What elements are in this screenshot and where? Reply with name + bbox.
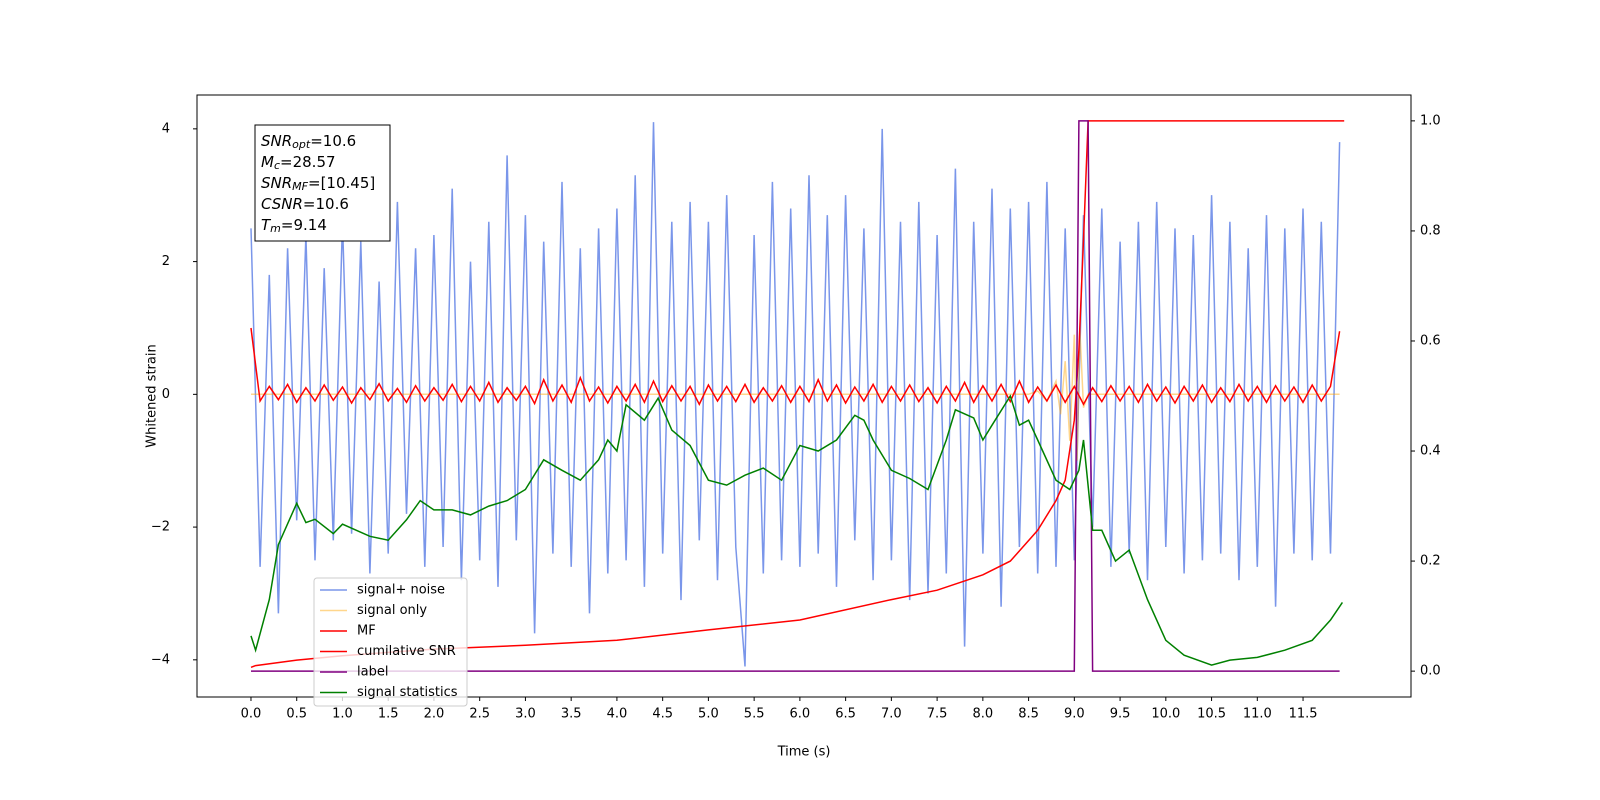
x-tick-label: 5.5 xyxy=(744,707,765,722)
x-tick-label: 1.0 xyxy=(332,707,353,722)
annotation-name: SNR xyxy=(261,174,292,192)
x-tick-label: 10.5 xyxy=(1197,707,1226,722)
x-tick-label: 8.0 xyxy=(973,707,994,722)
y2-tick-label: 0.4 xyxy=(1420,444,1441,459)
legend-label: MF xyxy=(357,624,376,639)
plot-frame xyxy=(196,94,1412,698)
annotation-subscript: c xyxy=(274,159,280,172)
x-tick-label: 3.0 xyxy=(515,707,536,722)
annotation-frame xyxy=(254,124,391,242)
x-tick-label: 7.0 xyxy=(881,707,902,722)
x-tick-label: 0.5 xyxy=(286,707,307,722)
annotation: CSNR=10.6 xyxy=(261,195,349,213)
x-tick-label: 9.0 xyxy=(1064,707,1085,722)
annotation-subscript: m xyxy=(270,222,281,235)
annotation-text: =[10.45] xyxy=(308,174,375,192)
y-tick-label: 0 xyxy=(162,387,170,402)
annotation-text: =28.57 xyxy=(280,153,336,171)
x-tick-label: 7.5 xyxy=(927,707,948,722)
x-tick-label: 0.0 xyxy=(241,707,262,722)
y-tick-label: −4 xyxy=(151,652,170,667)
x-tick-label: 6.0 xyxy=(790,707,811,722)
x-tick-label: 11.5 xyxy=(1289,707,1318,722)
y-tick-label: 4 xyxy=(162,121,170,136)
y2-tick-label: 0.8 xyxy=(1420,223,1441,238)
legend: signal+ noise signal only MF cumilative SNR… xyxy=(313,577,468,707)
x-tick-label: 5.0 xyxy=(698,707,719,722)
legend-label: label xyxy=(357,665,388,680)
x-tick-label: 8.5 xyxy=(1018,707,1039,722)
x-axis-label: Time (s) xyxy=(777,745,831,760)
legend-label: cumilative SNR xyxy=(357,644,456,659)
annotation-name: T xyxy=(261,216,272,234)
annotation-name: CSNR xyxy=(261,195,303,213)
annotation-subscript: MF xyxy=(292,180,308,193)
y2-tick-label: 0.0 xyxy=(1420,664,1441,679)
y2-tick-label: 1.0 xyxy=(1420,113,1441,128)
x-tick-label: 1.5 xyxy=(378,707,399,722)
annotation: SNRMF=[10.45] xyxy=(261,174,375,194)
legend-label: signal statistics xyxy=(357,685,458,700)
y-tick-label: 2 xyxy=(162,254,170,269)
series-line xyxy=(251,327,1340,461)
annotation: SNRopt=10.6 xyxy=(261,132,356,152)
annotation-text: =10.6 xyxy=(310,132,356,150)
annotation-text: =10.6 xyxy=(303,195,349,213)
legend-frame xyxy=(313,577,468,707)
x-tick-label: 6.5 xyxy=(835,707,856,722)
y2-tick-label: 0.6 xyxy=(1420,333,1441,348)
x-tick-label: 3.5 xyxy=(561,707,582,722)
y-axis-label: Whitened strain xyxy=(145,344,160,447)
x-tick-label: 2.0 xyxy=(424,707,445,722)
annotation: Mc=28.57 xyxy=(261,153,336,173)
annotation-text: =9.14 xyxy=(281,216,327,234)
annotation-subscript: opt xyxy=(292,138,311,151)
series-line xyxy=(251,120,1340,672)
x-tick-label: 10.0 xyxy=(1151,707,1180,722)
y2-tick-label: 0.2 xyxy=(1420,554,1441,569)
annotation-name: SNR xyxy=(261,132,292,150)
series-line xyxy=(250,122,1341,667)
annotation-box: SNRopt=10.6Mc=28.57SNRMF=[10.45]CSNR=10.… xyxy=(254,124,391,242)
annotation: Tm=9.14 xyxy=(261,216,327,236)
annotation-name: M xyxy=(261,153,274,171)
x-tick-label: 11.0 xyxy=(1243,707,1272,722)
series-line xyxy=(250,394,1344,666)
x-tick-label: 2.5 xyxy=(469,707,490,722)
x-tick-label: 4.0 xyxy=(607,707,628,722)
y-tick-label: −2 xyxy=(151,520,170,535)
series-line xyxy=(250,327,1341,406)
x-tick-label: 9.5 xyxy=(1110,707,1131,722)
legend-label: signal+ noise xyxy=(357,583,445,598)
x-tick-label: 4.5 xyxy=(652,707,673,722)
legend-label: signal only xyxy=(357,603,427,618)
